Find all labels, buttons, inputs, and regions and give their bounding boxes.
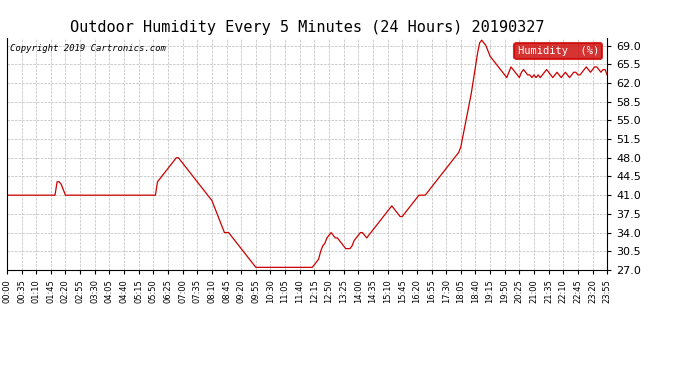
Text: Copyright 2019 Cartronics.com: Copyright 2019 Cartronics.com [10, 45, 166, 54]
Title: Outdoor Humidity Every 5 Minutes (24 Hours) 20190327: Outdoor Humidity Every 5 Minutes (24 Hou… [70, 20, 544, 35]
Legend: Humidity  (%): Humidity (%) [515, 43, 602, 59]
